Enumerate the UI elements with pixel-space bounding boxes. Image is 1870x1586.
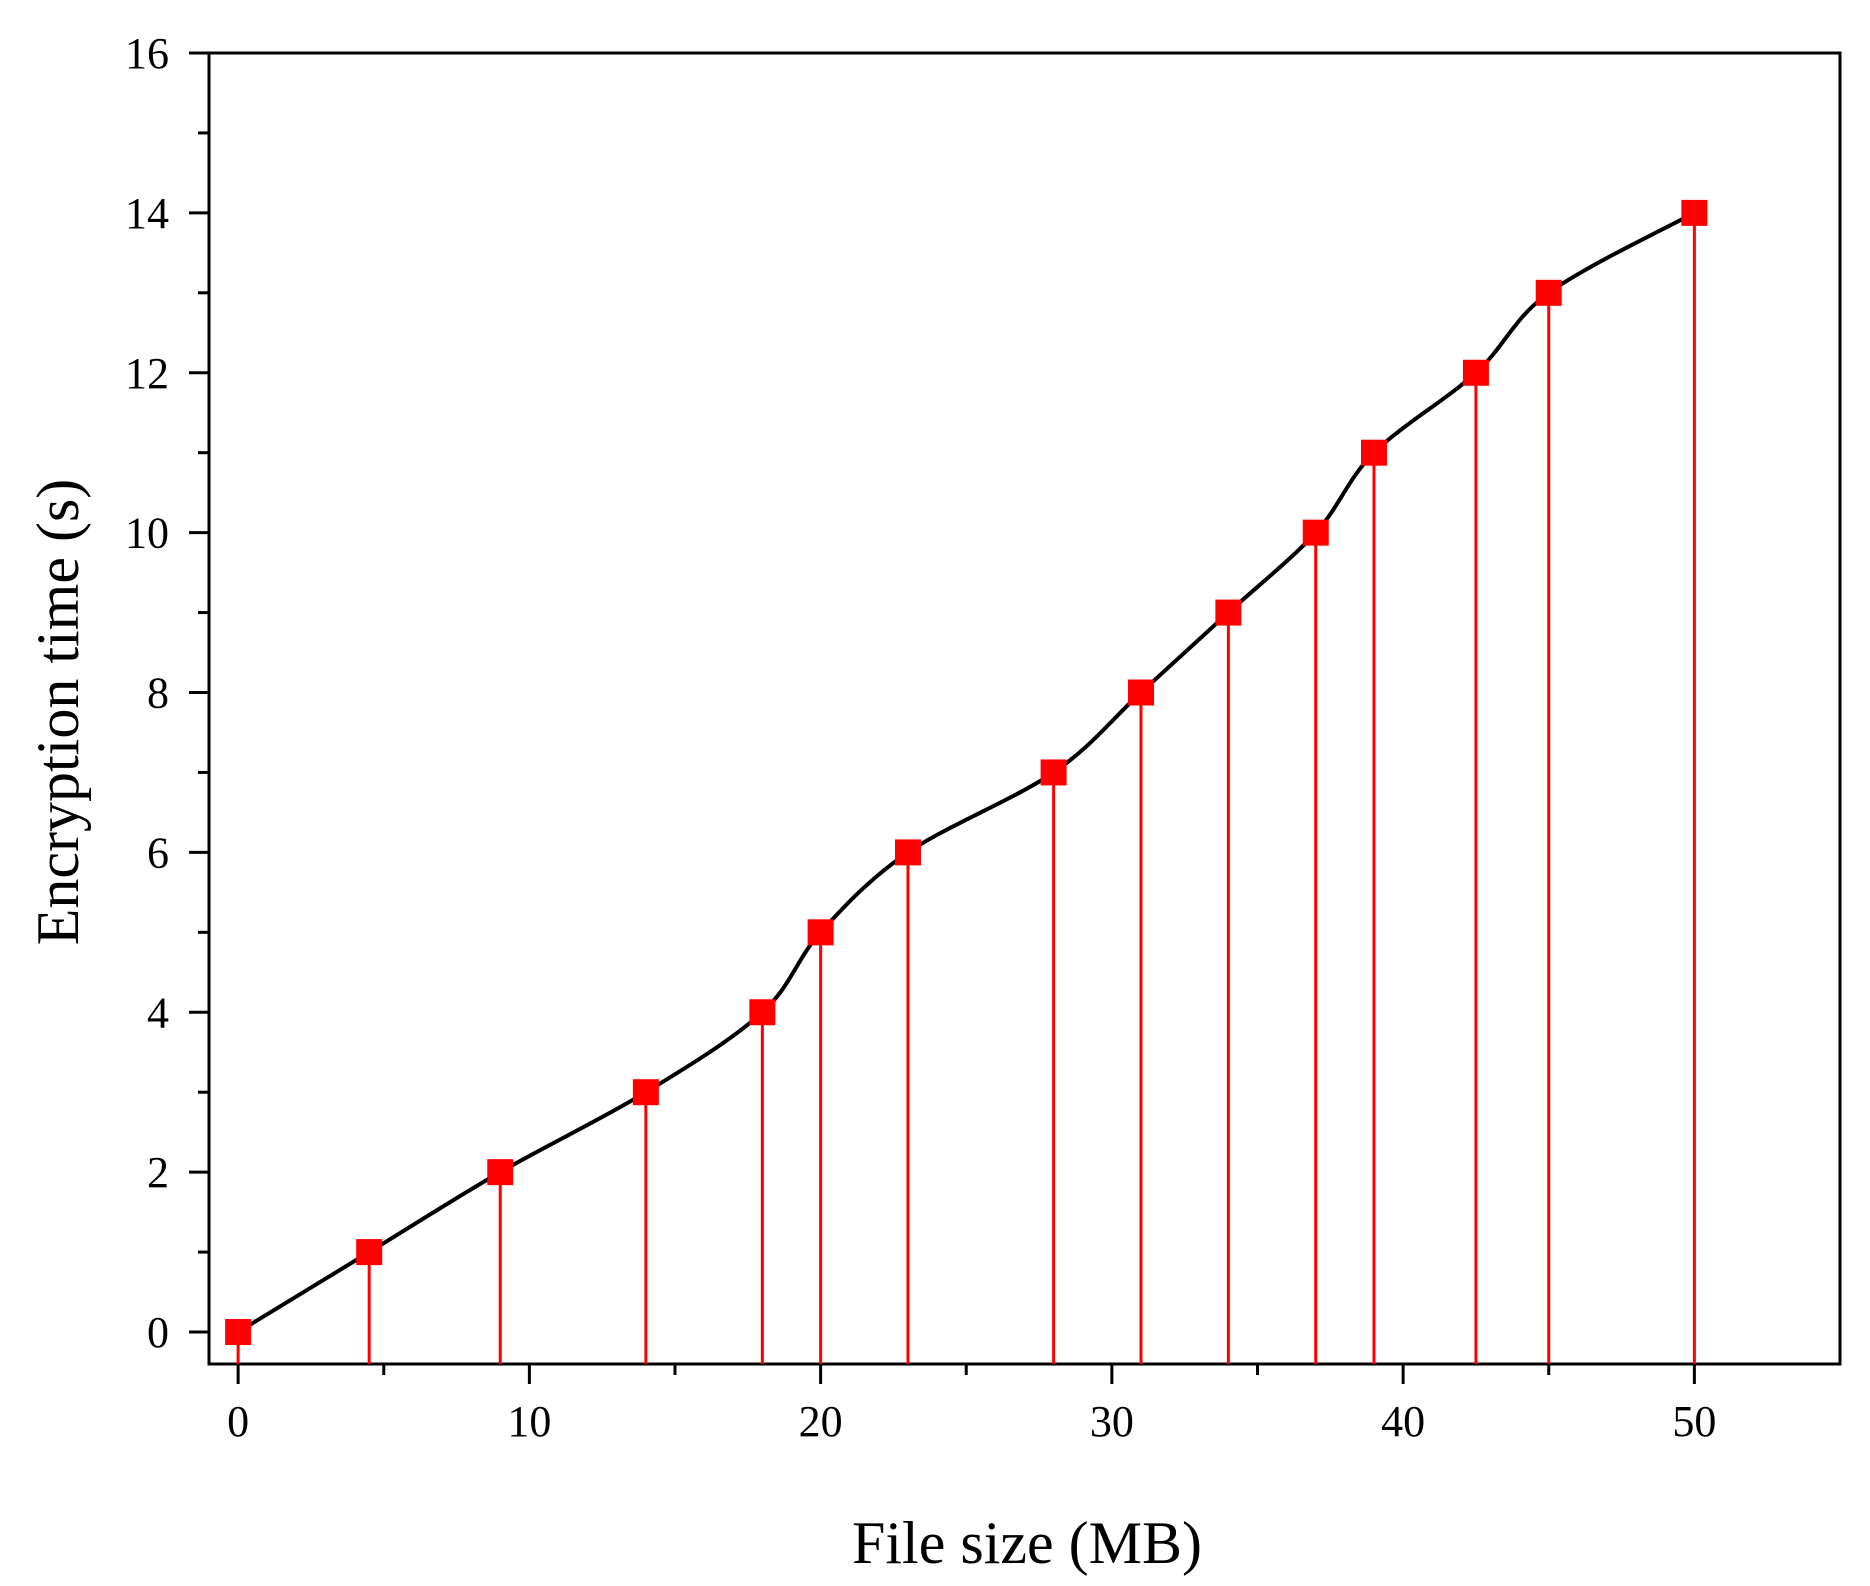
drop-lines [236, 212, 1696, 1364]
data-point [1681, 199, 1708, 226]
x-tick-label: 40 [1381, 1397, 1425, 1446]
y-tick-label: 6 [147, 828, 169, 877]
y-tick-label: 10 [125, 509, 169, 558]
x-axis-title: File size (MB) [852, 1510, 1202, 1576]
x-tick-label: 20 [799, 1397, 843, 1446]
y-tick-label: 12 [125, 349, 169, 398]
data-point [1535, 279, 1562, 306]
data-point [1361, 439, 1387, 466]
data-point [895, 839, 921, 866]
data-markers [225, 199, 1708, 1346]
y-tick-label: 16 [125, 29, 169, 78]
x-axis-ticks: 0 10 20 30 40 50 [227, 1364, 1716, 1446]
y-axis-title: Encryption time (s) [25, 479, 91, 946]
y-tick-label: 14 [125, 189, 169, 238]
curve-layer [237, 211, 1696, 1334]
data-point [1302, 519, 1329, 546]
data-point [225, 1319, 252, 1346]
data-point [749, 999, 776, 1026]
series-line [237, 211, 1696, 1334]
x-tick-label: 10 [507, 1397, 551, 1446]
plot-frame [207, 51, 1842, 1366]
x-tick-label: 50 [1672, 1397, 1716, 1446]
data-point [487, 1159, 514, 1186]
y-tick-label: 8 [147, 669, 169, 718]
data-point [1462, 359, 1489, 386]
data-point [1128, 679, 1154, 706]
data-point [356, 1239, 383, 1266]
y-axis-ticks: 0 2 4 6 8 10 12 14 16 [125, 29, 209, 1357]
y-tick-label: 4 [147, 988, 169, 1037]
x-tick-label: 0 [227, 1397, 249, 1446]
y-tick-label: 2 [147, 1148, 169, 1197]
data-point [632, 1079, 659, 1106]
plot-border [207, 51, 1842, 1366]
x-tick-label: 30 [1090, 1397, 1134, 1446]
data-point [807, 919, 834, 946]
data-point [1040, 759, 1067, 786]
y-tick-label: 0 [147, 1308, 169, 1357]
data-point [1215, 599, 1242, 626]
